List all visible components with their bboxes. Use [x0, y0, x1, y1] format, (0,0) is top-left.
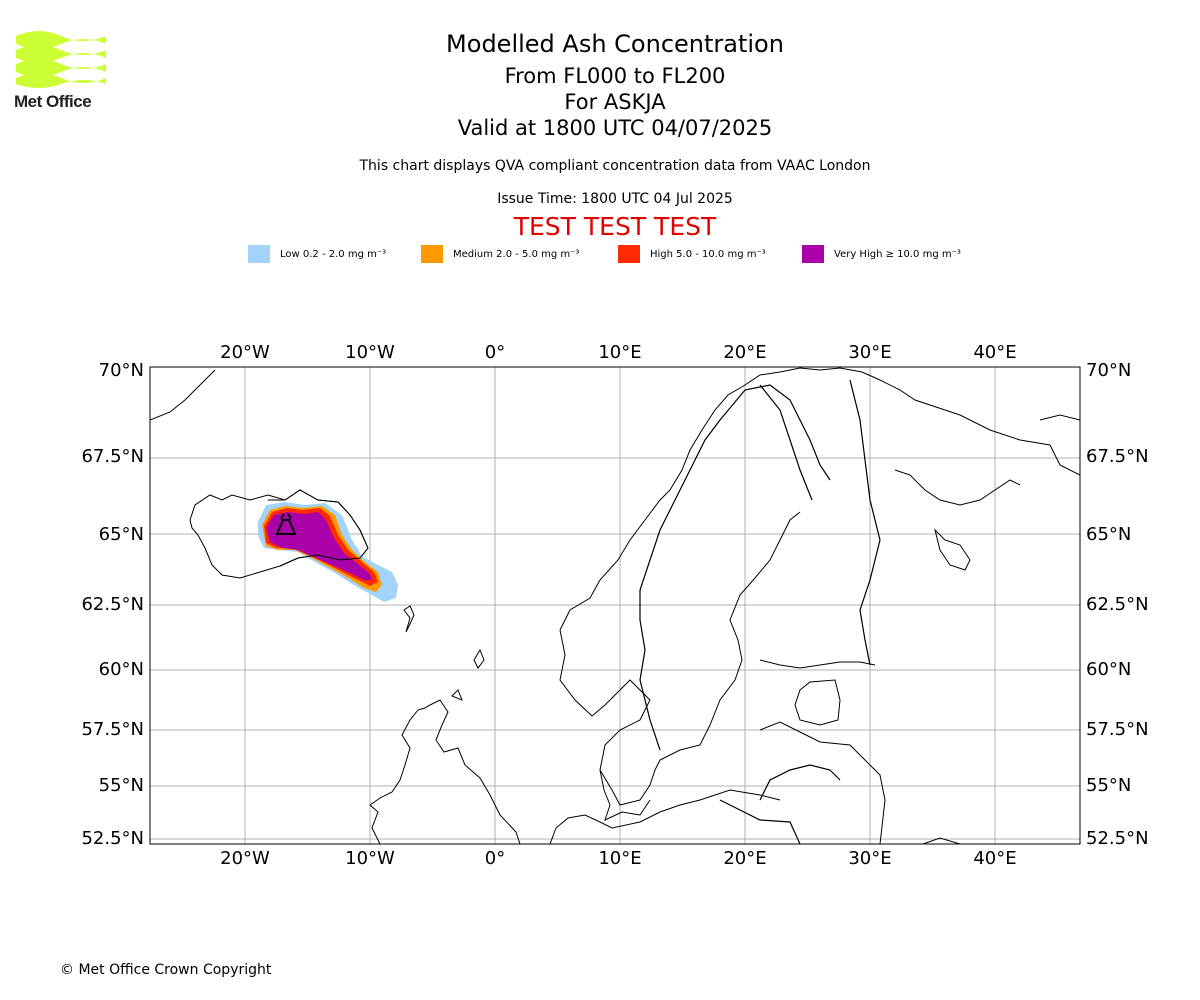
lat-label: 65°N	[1086, 524, 1131, 545]
copyright-notice: © Met Office Crown Copyright	[60, 962, 272, 978]
lat-label: 70°N	[99, 360, 144, 381]
chart-title: Modelled Ash Concentration	[446, 30, 784, 58]
lon-label: 30°E	[848, 342, 891, 363]
legend-swatch-high	[618, 245, 640, 263]
legend-swatch-low	[248, 245, 270, 263]
longitude-labels-top: 20°W 10°W 0° 10°E 20°E 30°E 40°E	[220, 342, 1016, 363]
lon-label: 10°W	[345, 848, 395, 869]
lat-label: 57.5°N	[1086, 719, 1149, 740]
legend-label-medium: Medium 2.0 - 5.0 mg m⁻³	[453, 248, 580, 260]
test-banner: TEST TEST TEST	[513, 212, 717, 241]
latitude-labels-right: 70°N 67.5°N 65°N 62.5°N 60°N 57.5°N 55°N…	[1086, 360, 1149, 849]
flight-level-range: From FL000 to FL200	[504, 64, 726, 88]
lon-label: 0°	[485, 848, 505, 869]
longitude-labels-bottom: 20°W 10°W 0° 10°E 20°E 30°E 40°E	[220, 848, 1016, 869]
map-gridlines	[150, 367, 1080, 844]
lon-label: 40°E	[973, 848, 1016, 869]
lat-label: 60°N	[1086, 659, 1131, 680]
lat-label: 65°N	[99, 524, 144, 545]
country-borders	[639, 379, 881, 844]
lat-label: 57.5°N	[81, 719, 144, 740]
lon-label: 20°W	[220, 342, 270, 363]
lon-label: 40°E	[973, 342, 1016, 363]
issue-time: Issue Time: 1800 UTC 04 Jul 2025	[497, 191, 733, 207]
legend-item-high: High 5.0 - 10.0 mg m⁻³	[618, 244, 766, 264]
lat-label: 52.5°N	[81, 828, 144, 849]
volcano-marker-icon	[275, 513, 297, 535]
met-office-logo	[16, 31, 106, 88]
ash-plume	[258, 489, 398, 602]
chart-description: This chart displays QVA compliant concen…	[359, 158, 871, 174]
british-isles-outline	[369, 648, 521, 844]
denmark-outline	[599, 769, 651, 821]
legend-label-very-high: Very High ≥ 10.0 mg m⁻³	[834, 248, 961, 260]
legend-label-low: Low 0.2 - 2.0 mg m⁻³	[280, 248, 387, 260]
lon-label: 20°E	[723, 848, 766, 869]
legend-item-very-high: Very High ≥ 10.0 mg m⁻³	[802, 244, 961, 264]
legend-swatch-medium	[421, 245, 443, 263]
legend-item-medium: Medium 2.0 - 5.0 mg m⁻³	[421, 244, 579, 264]
lat-label: 67.5°N	[1086, 446, 1149, 467]
lon-label: 10°W	[345, 342, 395, 363]
valid-time: Valid at 1800 UTC 04/07/2025	[457, 116, 773, 140]
map-frame	[149, 366, 1081, 845]
lat-label: 70°N	[1086, 360, 1131, 381]
lat-label: 52.5°N	[1086, 828, 1149, 849]
lon-label: 0°	[485, 342, 505, 363]
lon-label: 30°E	[848, 848, 891, 869]
logo-text: Met Office	[14, 92, 92, 111]
lat-label: 67.5°N	[81, 446, 144, 467]
legend-swatch-very-high	[802, 245, 824, 263]
lat-label: 60°N	[99, 659, 144, 680]
scandinavia-outline	[559, 367, 1080, 631]
lat-label: 62.5°N	[1086, 594, 1149, 615]
coastlines	[150, 367, 1080, 844]
lat-label: 55°N	[1086, 775, 1131, 796]
legend-label-high: High 5.0 - 10.0 mg m⁻³	[650, 248, 766, 260]
legend-item-low: Low 0.2 - 2.0 mg m⁻³	[248, 244, 386, 264]
volcano-name: For ASKJA	[564, 90, 666, 114]
lon-label: 20°E	[723, 342, 766, 363]
lat-label: 55°N	[99, 775, 144, 796]
lon-label: 10°E	[598, 342, 641, 363]
lon-label: 20°W	[220, 848, 270, 869]
latitude-labels-left: 70°N 67.5°N 65°N 62.5°N 60°N 57.5°N 55°N…	[81, 360, 144, 849]
lon-label: 10°E	[598, 848, 641, 869]
lat-label: 62.5°N	[81, 594, 144, 615]
